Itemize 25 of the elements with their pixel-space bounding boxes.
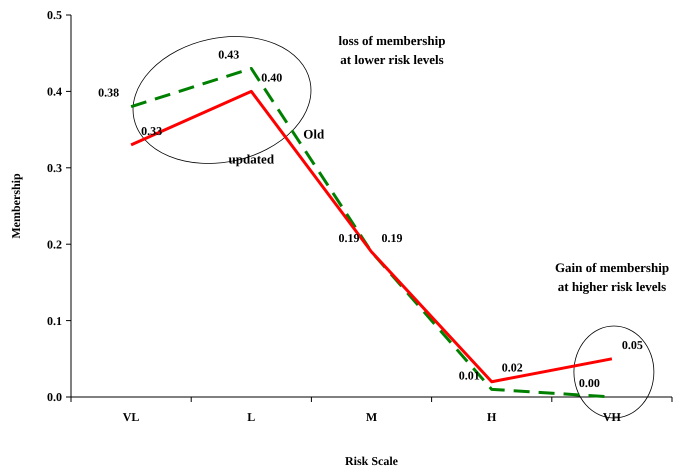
x-axis-title: Risk Scale [344,454,399,468]
data-label: 0.19 [338,230,360,245]
y-tick-label: 0.3 [47,161,62,175]
series-label: Old [303,126,326,142]
data-label: 0.40 [261,70,282,84]
y-tick-label: 0.1 [47,314,62,328]
data-label: 0.00 [578,376,600,390]
data-label: 0.43 [218,47,240,62]
x-tick-label: VL [122,410,140,424]
data-label: 0.38 [98,86,120,100]
x-tick-label: L [247,410,256,424]
annotation: loss of membership at lower risk levels [338,33,446,67]
y-tick-label: 0.0 [47,390,62,404]
y-tick-label: 0.4 [47,84,62,99]
annotation: Gain of membership at higher risk levels [554,260,670,294]
data-label: 0.33 [141,124,162,138]
data-label: 0.19 [382,230,402,245]
data-label: 0.01 [458,368,480,382]
y-tick-label: 0.2 [47,237,62,252]
x-tick-label: H [487,410,498,424]
y-axis-title: Membership [9,173,23,239]
data-label: 0.05 [622,338,643,352]
y-tick-label: 0.5 [47,8,62,22]
x-tick-label: M [366,410,378,424]
data-label: 0.02 [502,360,523,375]
